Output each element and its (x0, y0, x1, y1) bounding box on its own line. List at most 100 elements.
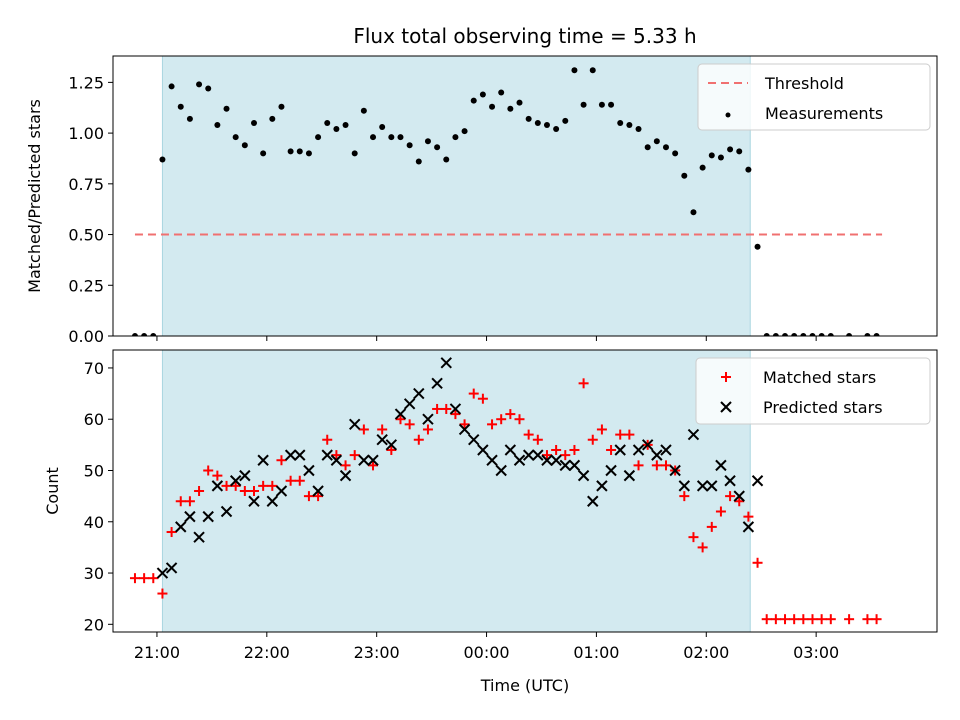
marker-stroke (202, 510, 214, 523)
measurement-point (754, 243, 761, 250)
marker-stroke (275, 485, 288, 497)
measurement-point (489, 103, 496, 110)
measurement-point (772, 333, 779, 336)
legend-label: Matched stars (763, 368, 876, 387)
predicted-star-point (477, 444, 489, 456)
matched-star-point (395, 414, 406, 425)
y-axis-label: Matched/Predicted stars (25, 99, 44, 293)
matched-star-point (258, 480, 269, 491)
matched-star-point (313, 491, 324, 502)
predicted-star-point (220, 505, 233, 518)
marker-stroke (266, 495, 279, 507)
measurement-point (672, 150, 679, 157)
observing-window-span (161, 349, 751, 633)
predicted-star-point (504, 444, 517, 456)
matched-star-point (175, 496, 186, 507)
legend-dot-swatch (725, 112, 731, 118)
matched-star-point (578, 378, 589, 389)
matched-star-point (331, 450, 342, 461)
predicted-star-point (495, 464, 507, 477)
predicted-star-point (367, 454, 379, 466)
measurement-point (250, 119, 257, 126)
marker-stroke (211, 480, 224, 492)
measurement-point (260, 150, 267, 157)
marker-stroke (632, 444, 645, 456)
marker-stroke (541, 454, 553, 466)
measurement-point (699, 164, 706, 171)
marker-stroke (229, 475, 242, 487)
marker-stroke (165, 562, 178, 574)
matched-star-point (660, 460, 671, 471)
marker-stroke (193, 531, 205, 543)
measurement-point (763, 333, 770, 336)
predicted-star-point (312, 485, 324, 497)
marker-stroke (568, 459, 581, 472)
measurement-point (232, 134, 239, 141)
axes-frame (112, 55, 938, 337)
matched-star-point (807, 614, 818, 625)
matched-star-point (203, 465, 214, 476)
predicted-star-point (568, 459, 581, 472)
matched-star-point (221, 480, 232, 491)
marker-stroke (605, 464, 617, 477)
matched-star-point (734, 496, 745, 507)
matched-star-point (761, 614, 772, 625)
marker-stroke (720, 401, 732, 413)
matched-star-point (862, 614, 873, 625)
matched-star-point (129, 573, 140, 584)
predicted-star-point (651, 449, 663, 461)
matched-star-point (514, 414, 525, 425)
marker-stroke (239, 469, 251, 482)
predicted-star-point (257, 454, 269, 466)
measurement-point (608, 101, 615, 108)
x-tick-label: 23:00 (354, 643, 400, 662)
predicted-star-point (211, 480, 224, 492)
measurement-point (324, 119, 331, 126)
matched-star-point (432, 403, 443, 414)
plot-area (131, 67, 883, 336)
predicted-star-point (413, 387, 425, 400)
matched-star-point (596, 424, 607, 435)
marker-stroke (669, 464, 681, 477)
matched-star-point (377, 424, 388, 435)
measurement-point (415, 158, 422, 165)
predicted-star-point (229, 475, 242, 487)
matched-star-point (322, 434, 333, 445)
predicted-star-point (706, 480, 718, 492)
measurement-point (864, 333, 871, 336)
measurement-point (424, 138, 431, 145)
y-tick-label: 0.00 (68, 327, 104, 346)
predicted-star-point (193, 531, 205, 543)
predicted-star-point (239, 469, 251, 482)
measurement-point (150, 333, 157, 336)
predicted-star-point (248, 495, 260, 507)
matched-star-point (148, 573, 159, 584)
predicted-star-point (165, 562, 178, 574)
predicted-star-point (623, 469, 636, 482)
matched-star-point (139, 573, 150, 584)
predicted-star-point (587, 495, 599, 507)
predicted-star-point (266, 495, 279, 507)
marker-stroke (175, 521, 187, 533)
y-tick-label: 40 (84, 513, 104, 532)
matched-star-point (157, 588, 168, 599)
matched-star-point (422, 424, 433, 435)
predicted-star-point (449, 403, 462, 415)
marker-stroke (641, 439, 654, 451)
measurement-point (443, 156, 450, 163)
measurement-point (525, 115, 532, 122)
measurement-point (315, 134, 322, 141)
measurement-point (553, 126, 560, 133)
matched-star-point (780, 614, 791, 625)
measurement-point (461, 128, 468, 135)
predicted-star-point (605, 464, 617, 477)
matched-star-point (606, 444, 617, 455)
marker-stroke (706, 480, 718, 492)
measurement-point (745, 166, 752, 173)
predicted-star-point (284, 449, 297, 461)
legend-box (695, 357, 931, 425)
predicted-star-point (156, 567, 169, 579)
measurement-point (177, 103, 184, 110)
measurement-point (186, 115, 193, 122)
